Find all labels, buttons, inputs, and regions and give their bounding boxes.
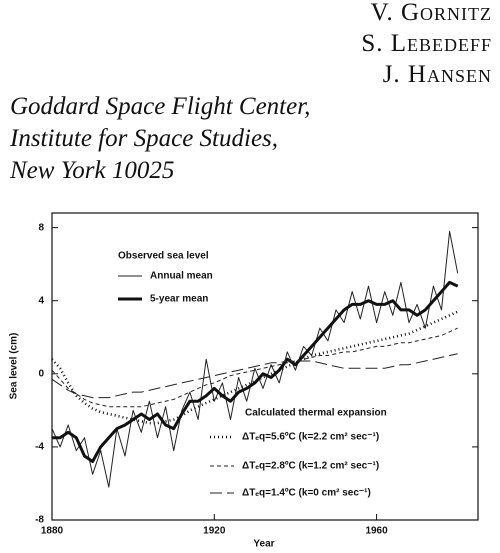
legend-label: ΔTₑq=1.4ºC (k=0 cm² sec⁻¹) — [242, 488, 371, 499]
series-line — [51, 327, 458, 408]
series-line — [52, 280, 459, 463]
series-line — [51, 310, 459, 425]
annotation: Calculated thermal expansion — [245, 408, 387, 419]
y-tick-label: -4 — [35, 442, 44, 453]
author: J. Hansen — [383, 61, 492, 88]
y-axis-label: Sea level (cm) — [9, 333, 20, 400]
author: V. Gornitz — [371, 0, 492, 26]
author: S. Lebedeff — [361, 30, 492, 57]
y-tick-label: -8 — [35, 515, 44, 526]
plot-frame — [51, 212, 479, 521]
x-tick-label: 1880 — [41, 526, 64, 537]
y-tick-label: 8 — [38, 222, 44, 233]
affiliation: Institute for Space Studies, — [9, 125, 278, 152]
legend-label: 5-year mean — [150, 294, 208, 305]
series-line — [51, 230, 459, 488]
annotation: Observed sea level — [118, 251, 209, 262]
legend-label: Annual mean — [150, 271, 213, 282]
affiliation: New York 10025 — [9, 157, 174, 184]
series-line — [51, 353, 458, 399]
y-tick-label: 4 — [38, 295, 44, 306]
legend-label: ΔTₑq=2.8ºC (k=1.2 cm² sec⁻¹) — [242, 461, 379, 472]
x-axis-label: Year — [253, 539, 274, 550]
affiliation: Goddard Space Flight Center, — [10, 93, 310, 120]
x-tick-label: 1920 — [203, 526, 226, 537]
legend-label: ΔTₑq=5.6ºC (k=2.2 cm² sec⁻¹) — [242, 432, 379, 443]
x-tick-label: 1960 — [365, 526, 388, 537]
y-tick-label: 0 — [38, 368, 44, 379]
